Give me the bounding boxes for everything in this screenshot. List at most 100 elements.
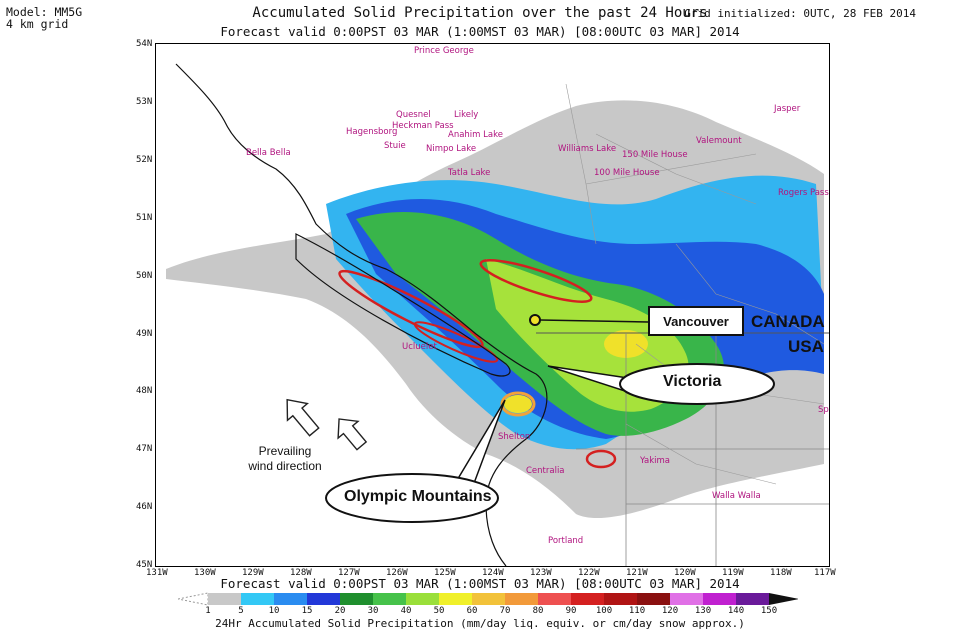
colorbar-segment <box>307 593 340 605</box>
city-label: Prince George <box>414 46 474 56</box>
lon-tick: 120W <box>674 568 696 578</box>
lat-tick: 51N <box>136 213 153 223</box>
colorbar-segment <box>670 593 703 605</box>
usa-label: USA <box>788 337 824 356</box>
city-label: Hagensborg <box>346 127 398 137</box>
colorbar-tick-label: 30 <box>367 606 379 616</box>
colorbar-segment <box>604 593 637 605</box>
state-border <box>576 333 829 566</box>
colorbar-segment <box>274 593 307 605</box>
colorbar-tick-label: 5 <box>238 606 244 616</box>
colorbar-tick-label: 60 <box>466 606 478 616</box>
colorbar-tail <box>178 592 209 606</box>
lon-tick: 125W <box>434 568 456 578</box>
colorbar-segment <box>208 593 241 605</box>
wind-label-line2: wind direction <box>248 459 322 473</box>
city-label: Likely <box>454 110 479 120</box>
model-label: Model: MM5G <box>6 5 83 19</box>
colorbar-segment <box>538 593 571 605</box>
colorbar-tick-label: 70 <box>499 606 511 616</box>
lon-tick: 119W <box>722 568 744 578</box>
city-label: Rogers Pass <box>778 188 829 198</box>
city-label: Heckman Pass <box>392 121 454 131</box>
colorbar-tick-label: 90 <box>565 606 577 616</box>
precip-red-ridge <box>413 321 499 363</box>
lon-tick: 126W <box>386 568 408 578</box>
victoria-label: Victoria <box>663 373 722 390</box>
colorbar-segment <box>571 593 604 605</box>
lon-tick: 123W <box>530 568 552 578</box>
colorbar-segment <box>505 593 538 605</box>
lon-tick: 129W <box>242 568 264 578</box>
colorbar-tick-label: 150 <box>760 606 778 616</box>
wind-label-line1: Prevailing <box>258 444 312 458</box>
colorbar <box>178 592 798 606</box>
precip-red-ridge <box>338 269 484 349</box>
olympic-mountains-label: Olympic Mountains <box>344 488 492 505</box>
city-label: 100 Mile House <box>594 168 660 178</box>
colorbar-tick-label: 140 <box>727 606 745 616</box>
city-label: Ucluelet <box>402 342 437 352</box>
colorbar-tick-label: 40 <box>400 606 412 616</box>
colorbar-tick-label: 100 <box>595 606 613 616</box>
city-label: Bella Bella <box>246 148 291 158</box>
precip-red-ridge <box>585 449 617 469</box>
city-label: Stuie <box>384 141 406 151</box>
vancouver-island <box>295 233 511 377</box>
colorbar-tick-label: 50 <box>433 606 445 616</box>
city-label: Valemount <box>696 136 742 146</box>
lat-tick: 49N <box>136 329 153 339</box>
colorbar-segment <box>340 593 373 605</box>
precipitation-map[interactable]: Prince George Quesnel Likely Jasper Heck… <box>155 43 830 567</box>
colorbar-tick-label: 110 <box>628 606 646 616</box>
colorbar-segment <box>736 593 769 605</box>
colorbar-title: 24Hr Accumulated Solid Precipitation (mm… <box>215 617 745 630</box>
colorbar-tick-label: 130 <box>694 606 712 616</box>
colorbar-segment <box>406 593 439 605</box>
forecast-valid-bottom: Forecast valid 0:00PST 03 MAR (1:00MST 0… <box>220 576 740 591</box>
grid-label: 4 km grid <box>6 17 69 31</box>
canada-label: CANADA <box>751 312 825 331</box>
lon-tick: 131W <box>146 568 168 578</box>
lon-tick: 130W <box>194 568 216 578</box>
lon-tick: 122W <box>578 568 600 578</box>
colorbar-tick-label: 10 <box>268 606 280 616</box>
precip-yellow-patch <box>504 395 532 413</box>
city-label: Portland <box>548 536 584 546</box>
lat-tick: 54N <box>136 39 153 49</box>
lat-tick: 50N <box>136 271 153 281</box>
colorbar-tick-label: 20 <box>334 606 346 616</box>
colorbar-segment <box>241 593 274 605</box>
lat-tick: 45N <box>136 560 153 570</box>
vancouver-label: Vancouver <box>648 306 744 336</box>
colorbar-segment <box>637 593 670 605</box>
colorbar-segment <box>703 593 736 605</box>
city-label: 150 Mile House <box>622 150 688 160</box>
lat-tick: 52N <box>136 155 153 165</box>
colorbar-tick-label: 1 <box>205 606 211 616</box>
lon-tick: 121W <box>626 568 648 578</box>
colorbar-tick-label: 15 <box>301 606 313 616</box>
colorbar-tick-label: 120 <box>661 606 679 616</box>
city-label: Jasper <box>774 104 801 114</box>
lat-tick: 47N <box>136 444 153 454</box>
map-canvas <box>166 63 829 566</box>
city-label: Centralia <box>526 466 565 476</box>
lon-tick: 117W <box>814 568 836 578</box>
precip-red-ridge <box>479 258 593 304</box>
city-label: Quesnel <box>396 110 431 120</box>
lon-tick: 118W <box>770 568 792 578</box>
wind-direction-label: Prevailing wind direction <box>240 444 330 474</box>
map-title: Accumulated Solid Precipitation over the… <box>252 5 708 21</box>
city-label: Walla Walla <box>712 491 761 501</box>
forecast-valid-top: Forecast valid 0:00PST 03 MAR (1:00MST 0… <box>220 24 740 39</box>
city-label: Williams Lake <box>558 144 617 154</box>
colorbar-segment <box>373 593 406 605</box>
lon-tick: 124W <box>482 568 504 578</box>
lon-tick: 127W <box>338 568 360 578</box>
lat-tick: 46N <box>136 502 153 512</box>
city-label: Nimpo Lake <box>426 144 477 154</box>
lat-tick: 53N <box>136 97 153 107</box>
city-label: Shelton <box>498 432 531 442</box>
colorbar-segment <box>472 593 505 605</box>
